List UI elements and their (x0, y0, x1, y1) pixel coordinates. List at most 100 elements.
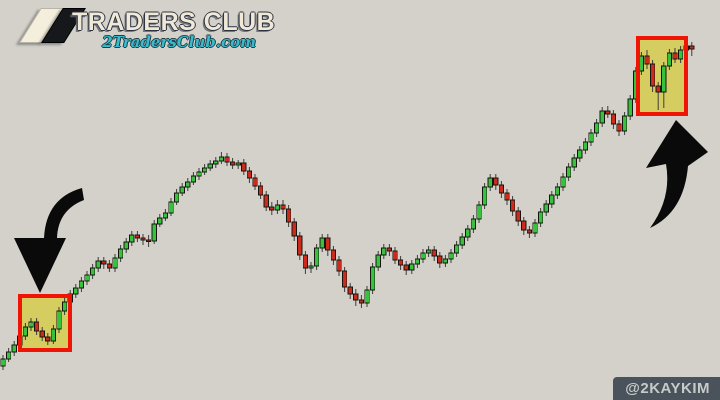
bearish-candle (263, 194, 269, 208)
bearish-candle (498, 184, 505, 194)
bearish-candle (644, 55, 650, 65)
bearish-candle (106, 263, 112, 269)
bearish-candle (330, 249, 337, 261)
bearish-candle (145, 239, 152, 243)
bearish-candle (291, 221, 297, 237)
bearish-candle (229, 161, 236, 166)
highlight-box-bottom-left-fill (20, 296, 70, 350)
bullish-candle (6, 351, 12, 360)
bearish-candle (672, 52, 678, 60)
bullish-candle (95, 260, 101, 269)
bullish-candle (73, 287, 79, 295)
bearish-candle (269, 206, 275, 211)
bearish-candle (45, 336, 51, 342)
bearish-candle (386, 247, 393, 252)
bullish-candle (543, 203, 549, 213)
bearish-candle (302, 254, 309, 269)
bearish-candle (101, 260, 107, 265)
bearish-candle (252, 177, 258, 187)
bearish-candle (493, 177, 499, 186)
bearish-candle (341, 270, 348, 288)
bullish-candle (487, 177, 493, 188)
highlight-box-top-right (636, 36, 688, 116)
bullish-candle (459, 236, 465, 246)
bullish-candle (190, 175, 196, 183)
logo-title: TRADERS CLUB (72, 8, 276, 36)
bullish-candle (179, 186, 185, 194)
bullish-candle (0, 358, 6, 367)
bullish-candle (381, 247, 387, 256)
bullish-candle (112, 257, 118, 269)
bearish-candle (336, 259, 342, 272)
bearish-candle (616, 123, 622, 132)
bullish-candle (476, 204, 482, 220)
bearish-candle (241, 162, 247, 172)
bearish-candle (521, 220, 527, 231)
bullish-candle (571, 157, 577, 168)
bullish-candle (532, 222, 538, 234)
highlight-box-bottom-left (18, 294, 72, 352)
bearish-candle (515, 210, 521, 222)
bullish-candle (151, 223, 157, 242)
bullish-candle (560, 176, 566, 188)
traders-club-logo: TRADERS CLUB 2TradersClub.com (10, 4, 275, 52)
bullish-candle (425, 249, 432, 254)
bullish-candle (308, 265, 314, 269)
bullish-candle (90, 267, 96, 276)
bullish-candle (577, 149, 583, 159)
bearish-candle (325, 237, 331, 251)
bearish-candle (297, 235, 303, 256)
logo-subtitle-url: 2TradersClub.com (102, 33, 256, 51)
bearish-candle (655, 85, 661, 93)
bullish-candle (538, 211, 544, 224)
bearish-candle (431, 249, 437, 257)
bullish-candle (28, 321, 34, 328)
bullish-candle (235, 162, 241, 166)
bullish-candle (588, 132, 594, 143)
bearish-candle (246, 170, 252, 179)
bullish-candle (168, 201, 174, 214)
bullish-candle (123, 241, 129, 250)
bearish-candle (39, 330, 45, 338)
bullish-candle (369, 266, 376, 291)
bearish-candle (650, 63, 656, 87)
bullish-candle (678, 49, 684, 60)
bullish-candle (157, 217, 163, 225)
bullish-candle (622, 115, 628, 132)
bearish-candle (358, 299, 365, 304)
bearish-candle (403, 264, 409, 271)
bearish-candle (353, 293, 359, 301)
bullish-candle (196, 171, 202, 177)
bullish-candle (470, 218, 477, 230)
bullish-candle (594, 122, 600, 134)
bullish-candle (453, 244, 460, 254)
bullish-candle (56, 310, 62, 330)
bearish-candle (504, 192, 510, 201)
bullish-candle (50, 328, 57, 342)
bullish-candle (599, 110, 605, 124)
bearish-candle (224, 156, 230, 163)
bullish-candle (274, 204, 281, 211)
bullish-candle (448, 252, 454, 260)
bullish-candle (554, 186, 561, 196)
bullish-candle (442, 258, 449, 264)
bearish-candle (285, 208, 292, 223)
bullish-candle (420, 252, 426, 260)
bearish-candle (257, 185, 264, 196)
bullish-candle (213, 160, 219, 165)
bearish-candle (392, 250, 398, 261)
bearish-candle (437, 255, 443, 264)
bullish-candle (173, 192, 180, 203)
bullish-candle (22, 326, 29, 337)
bullish-candle (62, 301, 68, 312)
bullish-candle (218, 156, 224, 162)
bullish-candle (162, 212, 168, 219)
bearish-candle (397, 259, 404, 266)
bearish-candle (140, 237, 146, 241)
bullish-candle (375, 254, 381, 268)
bullish-candle (319, 237, 325, 249)
bearish-candle (509, 199, 516, 212)
bearish-candle (526, 229, 533, 234)
